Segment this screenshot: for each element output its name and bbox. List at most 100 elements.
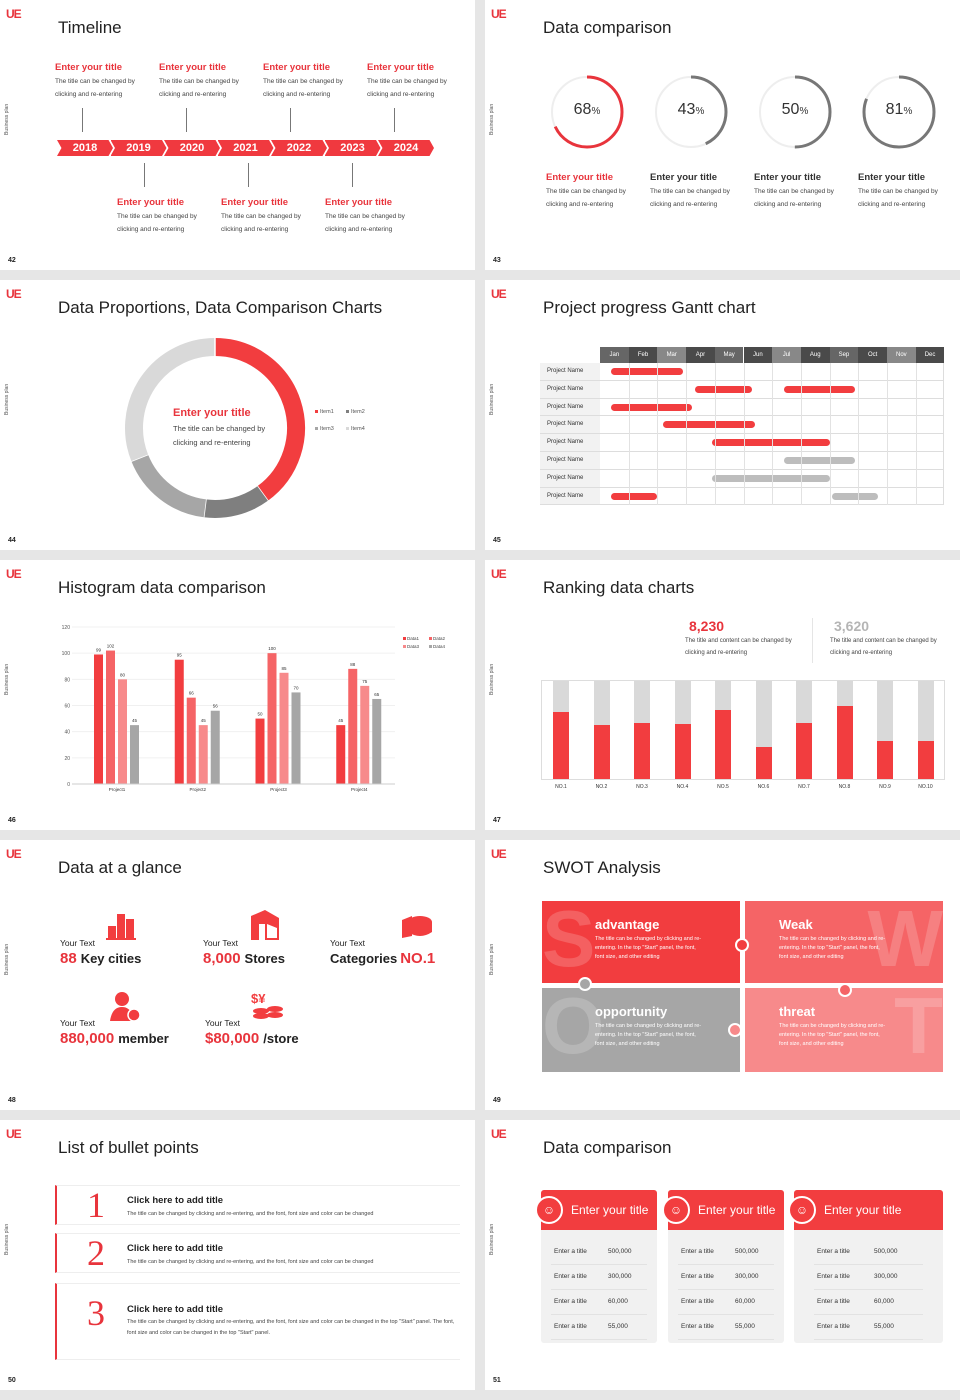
rank-bar-fill xyxy=(755,746,772,779)
card-header: ☺ Enter your title xyxy=(788,1190,943,1230)
timeline-event: Enter your title The title can be changed… xyxy=(325,197,425,236)
page-number: 47 xyxy=(493,817,501,824)
donut-slice-item3 xyxy=(131,454,207,518)
card-row: Enter a title 55,000 xyxy=(551,1315,647,1340)
slide-42[interactable]: UE Business plan 42 Timeline 2018 2019 2020 202… xyxy=(0,0,475,270)
slide-44[interactable]: UE Business plan 44 Data Proportions, Data … xyxy=(0,280,475,550)
row-value: 300,000 xyxy=(874,1273,898,1280)
users-icon: ☺ xyxy=(788,1196,816,1224)
data-label: 88 xyxy=(350,662,356,667)
gantt-bar[interactable] xyxy=(611,403,692,411)
row-value: 500,000 xyxy=(608,1248,632,1255)
row-label: Enter a title xyxy=(817,1273,850,1280)
row-value: 60,000 xyxy=(735,1298,755,1305)
legend-swatch xyxy=(429,637,432,640)
legend-swatch xyxy=(403,637,406,640)
legend-label: Data4 xyxy=(433,644,446,649)
bullet-item[interactable]: 1 Click here to add title The title can be… xyxy=(55,1185,460,1225)
grid-line xyxy=(800,363,802,506)
bar xyxy=(348,668,358,784)
bullet-item[interactable]: 2 Click here to add title The title can be… xyxy=(55,1233,460,1273)
row-value: 55,000 xyxy=(608,1323,628,1330)
ring-fill xyxy=(862,75,936,149)
timeline-event: Enter your title The title can be changed… xyxy=(159,62,259,101)
donut-center: Enter your title The title can be changed… xyxy=(173,407,283,450)
grid-line xyxy=(628,363,630,506)
coins-icon: $¥ xyxy=(251,989,287,1030)
data-label: 65 xyxy=(374,692,380,697)
timeline-event: Enter your title The title can be changed… xyxy=(117,197,217,236)
gantt-bar[interactable] xyxy=(783,385,856,393)
card-row: Enter a title 300,000 xyxy=(678,1265,774,1290)
item-block: Enter your title The title can be changed… xyxy=(858,172,958,211)
bar xyxy=(336,725,346,784)
month-header: Dec xyxy=(915,347,945,363)
logo: UE xyxy=(6,567,22,581)
rank-bar-fill xyxy=(674,724,691,779)
legend-swatch xyxy=(346,410,349,414)
month-header: Jun xyxy=(743,347,773,363)
data-card: ☺ Enter your title Enter a title 500,000 Ent… xyxy=(535,1190,657,1343)
stat-text: The title and content can be changed by … xyxy=(685,638,792,656)
data-label: 45 xyxy=(201,718,207,723)
month-header: Feb xyxy=(628,347,658,363)
row-value: 300,000 xyxy=(608,1273,632,1280)
slide-47[interactable]: UE Business plan 47 Ranking data charts 8,23… xyxy=(485,560,960,830)
gantt-bar[interactable] xyxy=(783,457,856,464)
rank-label: NO.3 xyxy=(636,784,648,790)
item-block: Enter your title The title can be changed… xyxy=(754,172,854,211)
gantt-bar[interactable] xyxy=(611,492,658,500)
slide-45[interactable]: UE Business plan 45 Project progress Gantt … xyxy=(485,280,960,550)
bar xyxy=(267,653,277,784)
event-title: Enter your title xyxy=(325,197,393,208)
logo: UE xyxy=(491,287,507,301)
side-label: Business plan xyxy=(4,383,10,415)
gantt-bar[interactable] xyxy=(832,492,879,500)
grid-line xyxy=(686,363,688,506)
gantt-row-label: Project Name xyxy=(540,398,600,417)
puzzle-tab xyxy=(578,977,592,991)
data-label: 45 xyxy=(132,718,138,723)
bullet-item[interactable]: 3 Click here to add title The title can be… xyxy=(55,1283,460,1360)
slide-48[interactable]: UE Business plan 48 Data at a glance Your Te… xyxy=(0,840,475,1110)
item-label: Your Text xyxy=(203,938,238,948)
row-value: 55,000 xyxy=(735,1323,755,1330)
slide-43[interactable]: UE Business plan 43 Data comparison 68% Enter… xyxy=(485,0,960,270)
gantt-bar[interactable] xyxy=(611,368,684,375)
data-label: 45 xyxy=(338,718,344,723)
connector-line xyxy=(352,163,353,187)
slide-51[interactable]: UE Business plan 51 Data comparison ☺ Enter y… xyxy=(485,1120,960,1390)
gantt-row-label: Project Name xyxy=(540,363,600,381)
swot-weak[interactable]: W Weak The title can be changed by clickin… xyxy=(745,901,943,983)
glance-item: $¥ Your Text $80,000/store xyxy=(205,990,345,1048)
y-tick-label: 20 xyxy=(64,756,70,762)
gantt-bar[interactable] xyxy=(711,474,830,482)
event-title: Enter your title xyxy=(263,62,331,73)
logo: UE xyxy=(491,847,507,861)
item-text: The title can be changed by clicking and… xyxy=(858,188,938,208)
bar xyxy=(186,697,196,784)
bar xyxy=(210,710,220,784)
year-segment: 2021 xyxy=(217,140,274,156)
item-title: Enter your title xyxy=(858,172,926,183)
swot-title: advantage xyxy=(595,917,660,932)
event-text: The title can be changed by clicking and… xyxy=(55,78,135,98)
row-value: 60,000 xyxy=(608,1298,628,1305)
item-text: The title can be changed by clicking and… xyxy=(546,188,626,208)
ring-fill xyxy=(550,75,624,149)
gantt-bar[interactable] xyxy=(663,421,755,429)
card-row: Enter a title 300,000 xyxy=(814,1265,923,1290)
year-segment: 2020 xyxy=(164,140,220,156)
gantt-bar[interactable] xyxy=(711,439,830,447)
gantt-bar[interactable] xyxy=(694,385,753,393)
event-text: The title can be changed by clicking and… xyxy=(325,213,405,233)
card-row: Enter a title 60,000 xyxy=(814,1290,923,1315)
bullet-title: Click here to add title xyxy=(127,1243,224,1254)
city-icon xyxy=(106,908,142,949)
slide-50[interactable]: UE Business plan 50 List of bullet points 1 C… xyxy=(0,1120,475,1390)
slide-46[interactable]: UE Business plan 46 Histogram data comparis… xyxy=(0,560,475,830)
